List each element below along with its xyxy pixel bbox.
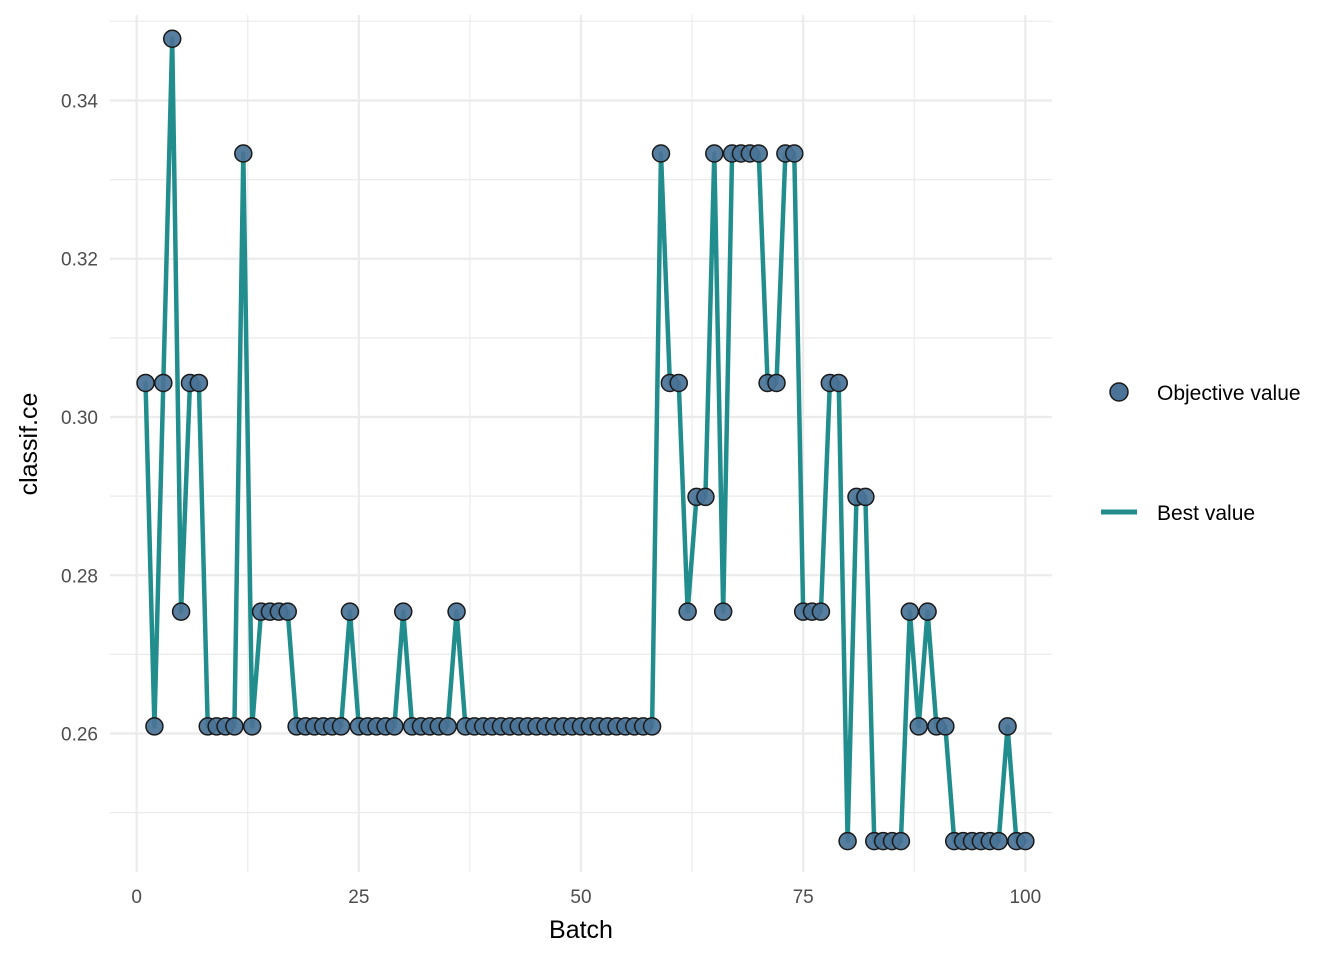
objective-value-points-layer bbox=[136, 29, 1035, 851]
objective-value-point bbox=[909, 717, 928, 736]
objective-value-point bbox=[385, 717, 404, 736]
y-tick-label: 0.30 bbox=[61, 408, 98, 429]
objective-value-point bbox=[705, 144, 724, 163]
objective-value-point bbox=[340, 602, 360, 621]
objective-value-point bbox=[225, 717, 244, 736]
objective-value-point bbox=[394, 602, 413, 621]
objective-value-point bbox=[785, 144, 804, 163]
y-tick-label: 0.34 bbox=[61, 91, 98, 112]
objective-value-point bbox=[145, 717, 164, 736]
objective-value-point bbox=[1016, 831, 1035, 851]
objective-value-point bbox=[651, 144, 671, 163]
objective-value-point bbox=[696, 487, 715, 507]
legend-point-icon bbox=[1109, 382, 1129, 402]
legend-label-best-value: Best value bbox=[1157, 502, 1255, 525]
objective-value-point bbox=[749, 144, 768, 163]
legend: Objective value Best value bbox=[1101, 382, 1301, 525]
objective-value-point bbox=[713, 602, 733, 621]
x-tick-label: 75 bbox=[793, 887, 814, 908]
x-axis-title: Batch bbox=[549, 916, 613, 944]
x-tick-label: 0 bbox=[131, 887, 142, 908]
objective-value-point bbox=[189, 373, 209, 393]
y-axis-title: classif.ce bbox=[15, 393, 43, 496]
objective-value-point bbox=[438, 717, 457, 736]
x-tick-label: 25 bbox=[348, 887, 369, 908]
y-axis-tick-labels: 0.26 0.28 0.30 0.32 0.34 bbox=[61, 91, 98, 745]
objective-value-point bbox=[447, 602, 466, 621]
objective-value-point bbox=[856, 487, 875, 507]
y-tick-label: 0.28 bbox=[61, 566, 98, 587]
x-tick-label: 100 bbox=[1009, 887, 1041, 908]
objective-value-point bbox=[278, 602, 297, 621]
objective-value-point bbox=[642, 717, 662, 736]
objective-value-point bbox=[678, 602, 697, 621]
objective-value-point bbox=[171, 602, 191, 621]
objective-value-point bbox=[829, 373, 848, 393]
objective-value-point bbox=[162, 29, 182, 48]
objective-value-point bbox=[918, 602, 937, 621]
legend-label-objective-value: Objective value bbox=[1157, 382, 1301, 405]
objective-value-point bbox=[242, 717, 262, 736]
objective-value-point bbox=[838, 831, 857, 851]
objective-value-point bbox=[767, 373, 786, 393]
objective-value-point bbox=[989, 831, 1008, 851]
objective-value-point bbox=[811, 602, 831, 621]
x-tick-label: 50 bbox=[570, 887, 591, 908]
objective-value-point bbox=[154, 373, 173, 393]
objective-value-point bbox=[891, 831, 911, 851]
objective-value-point bbox=[998, 717, 1017, 736]
objective-value-point bbox=[331, 717, 351, 736]
objective-value-point bbox=[936, 717, 955, 736]
objective-value-point bbox=[234, 144, 253, 163]
y-tick-label: 0.32 bbox=[61, 250, 98, 271]
major-gridlines bbox=[110, 15, 1052, 872]
y-tick-label: 0.26 bbox=[61, 725, 98, 746]
objective-value-point bbox=[900, 602, 920, 621]
objective-value-point bbox=[136, 373, 155, 393]
x-axis-tick-labels: 0 25 50 75 100 bbox=[131, 887, 1041, 908]
objective-value-point bbox=[669, 373, 688, 393]
